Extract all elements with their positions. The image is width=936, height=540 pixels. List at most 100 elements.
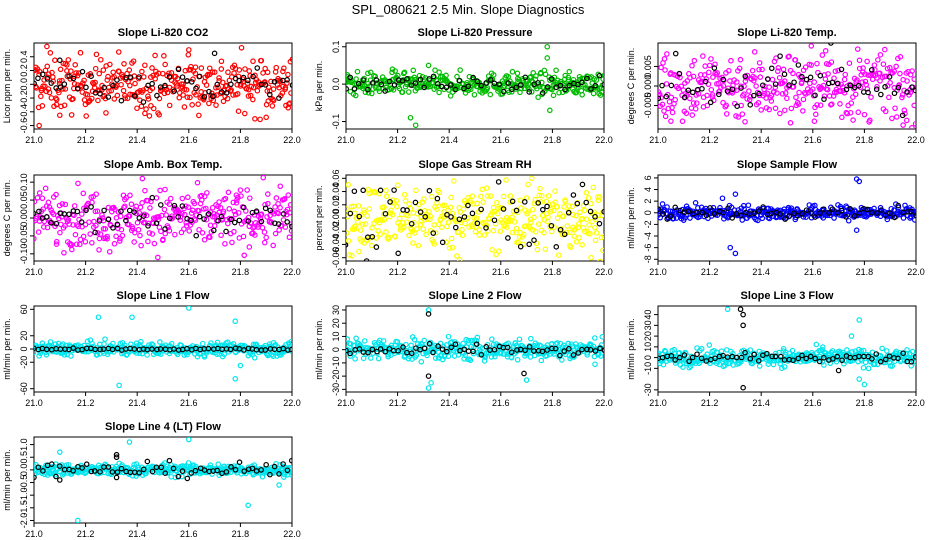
data-point: [60, 341, 66, 347]
data-point: [99, 215, 106, 221]
data-point: [592, 216, 599, 223]
data-point: [838, 66, 845, 73]
data-point: [515, 239, 522, 246]
y-axis-label: ml/min per min.: [2, 318, 12, 380]
data-point: [903, 117, 910, 124]
data-point: [707, 99, 714, 106]
data-point: [418, 358, 425, 365]
data-point: [736, 65, 743, 72]
data-point: [660, 211, 666, 217]
data-point: [56, 112, 63, 119]
data-point: [211, 50, 218, 57]
data-point: [273, 64, 280, 71]
data-point: [740, 322, 746, 329]
data-point: [140, 99, 147, 105]
data-point: [193, 232, 200, 239]
data-point: [131, 239, 137, 245]
x-tick-label: 21.4: [128, 398, 146, 408]
data-point: [686, 358, 692, 365]
series-primary: [34, 175, 292, 261]
data-point: [400, 224, 407, 230]
data-points: [346, 175, 604, 261]
data-point: [146, 113, 153, 119]
data-point: [737, 56, 744, 63]
data-point: [241, 347, 247, 353]
data-point: [53, 473, 59, 480]
data-point: [242, 66, 248, 72]
data-point: [175, 208, 181, 214]
data-point: [756, 363, 763, 369]
data-point: [909, 124, 915, 129]
data-point: [525, 209, 531, 215]
data-point: [703, 212, 710, 219]
data-point: [134, 105, 140, 112]
data-point: [565, 209, 572, 216]
data-point: [105, 464, 112, 470]
data-point: [900, 122, 906, 128]
data-point: [405, 89, 412, 95]
y-tick-label: 0: [19, 346, 29, 351]
x-tick-label: 22.0: [283, 529, 301, 539]
y-axis-label: ml/min per min.: [2, 449, 12, 511]
data-point: [214, 467, 220, 474]
data-point: [244, 187, 250, 193]
data-point: [268, 219, 275, 226]
data-point: [700, 53, 706, 59]
data-point: [232, 375, 239, 382]
data-point: [690, 100, 697, 106]
data-point: [528, 175, 535, 182]
data-point: [775, 64, 782, 71]
data-point: [562, 198, 569, 205]
data-point: [541, 229, 547, 236]
data-point: [188, 470, 195, 476]
data-point: [110, 82, 116, 89]
data-point: [175, 214, 181, 220]
data-point: [587, 208, 594, 215]
data-point: [365, 89, 372, 96]
data-point: [850, 94, 856, 100]
data-point: [740, 311, 746, 318]
data-point: [193, 85, 199, 92]
data-point: [886, 94, 892, 101]
data-point: [233, 200, 240, 206]
data-point: [241, 110, 248, 117]
data-point: [355, 80, 362, 87]
data-point: [847, 82, 854, 89]
data-point: [261, 229, 268, 235]
data-point: [351, 188, 358, 195]
data-point: [194, 179, 201, 186]
data-point: [501, 83, 508, 89]
data-point: [720, 83, 727, 89]
data-point: [265, 191, 271, 197]
data-point: [824, 86, 831, 93]
data-point: [579, 181, 586, 188]
data-point: [465, 348, 472, 355]
y-tick-label: -30: [331, 383, 341, 396]
data-point: [230, 341, 237, 347]
data-point: [267, 207, 274, 214]
data-point: [484, 193, 491, 199]
data-point: [882, 212, 889, 218]
data-point: [912, 360, 916, 366]
data-point: [685, 208, 692, 215]
data-point: [426, 340, 433, 347]
data-point: [660, 361, 667, 368]
data-point: [138, 103, 145, 110]
data-point: [367, 355, 374, 361]
data-point: [412, 199, 419, 206]
data-point: [555, 252, 562, 258]
y-tick-label: -10: [643, 362, 653, 375]
data-point: [708, 56, 714, 62]
data-point: [280, 345, 287, 352]
data-point: [236, 67, 243, 73]
data-point: [784, 95, 790, 102]
data-point: [114, 221, 121, 228]
data-point: [149, 346, 155, 352]
data-point: [201, 467, 208, 473]
y-tick-label: -0.4: [19, 104, 29, 120]
y-tick-label: -30: [643, 383, 653, 396]
data-point: [386, 234, 392, 241]
x-tick-label: 21.2: [77, 398, 95, 408]
data-point: [129, 225, 136, 232]
data-point: [238, 193, 244, 199]
